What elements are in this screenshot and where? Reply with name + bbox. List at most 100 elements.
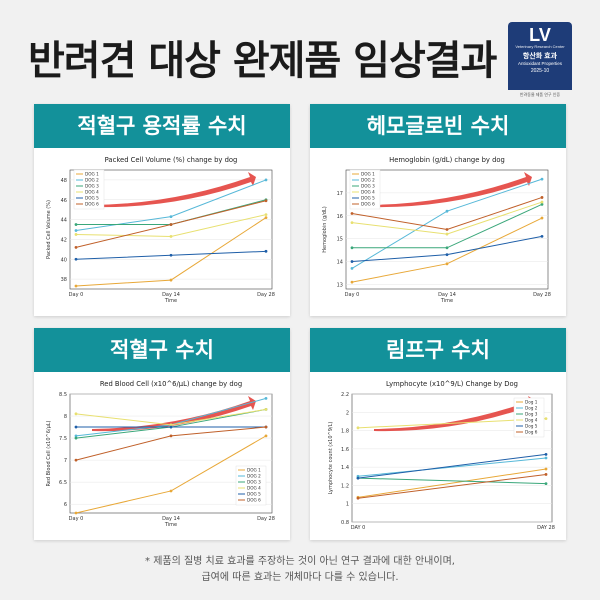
legend-label: DOG 2: [247, 474, 261, 479]
series-line-6: [357, 473, 547, 499]
y-tick-label: 8: [64, 414, 67, 420]
data-point: [356, 476, 360, 480]
data-point: [74, 229, 78, 232]
data-point: [264, 397, 268, 400]
x-tick-label: Day 0: [69, 292, 84, 298]
data-point: [74, 425, 78, 429]
page-title: 반려견 대상 완제품 임상결과: [28, 38, 497, 84]
y-tick-label: 13: [337, 282, 343, 288]
data-point: [74, 434, 78, 438]
data-point: [445, 253, 449, 257]
chart-title: Hemoglobin (g/dL) change by dog: [389, 156, 505, 164]
data-point: [356, 496, 360, 500]
data-point: [540, 177, 544, 181]
data-point: [74, 245, 78, 249]
data-point: [356, 426, 360, 430]
panel-title: 적혈구 용적률 수치: [34, 104, 290, 148]
legend-label: DOG 4: [85, 190, 99, 195]
data-point: [169, 235, 173, 238]
y-tick-label: 16: [337, 214, 343, 220]
data-point: [445, 228, 449, 231]
y-tick-label: 1.6: [341, 447, 349, 453]
data-point: [169, 278, 173, 282]
data-point: [540, 200, 544, 204]
data-point: [74, 436, 78, 440]
lymphocyte-chart: Lymphocyte (x10^9/L) Change by Dog 0.8 1 1.…: [328, 380, 555, 531]
data-point: [74, 223, 78, 226]
y-axis-label: Hemoglobin (g/dL): [322, 206, 328, 252]
data-point: [544, 456, 548, 460]
y-tick-label: 38: [61, 277, 67, 283]
legend-box: [513, 397, 545, 438]
panel-title: 림프구 수치: [310, 328, 566, 372]
footnote-line: 급여에 따른 효과는 개체마다 다를 수 있습니다.: [201, 572, 399, 583]
badge-year: 2025-10: [530, 68, 550, 74]
y-tick-label: 14: [337, 260, 343, 266]
data-point: [540, 202, 544, 206]
y-tick-label: 2: [346, 410, 349, 416]
x-tick-label: Day 28: [533, 292, 551, 298]
trend-arrow: [374, 396, 536, 432]
data-point: [544, 417, 548, 421]
legend-box: [349, 169, 381, 210]
data-point: [264, 178, 268, 182]
series-line-5: [357, 453, 547, 479]
legend-label: DOG 6: [247, 498, 261, 503]
data-point: [74, 412, 78, 416]
legend-label: DOG 3: [85, 184, 99, 189]
legend-label: DOG 5: [361, 196, 375, 201]
y-tick-label: 15: [337, 237, 343, 243]
data-point: [169, 223, 173, 226]
pcv-chart: Packed Cell Volume (%) change by dog 38 40…: [46, 156, 275, 304]
legend-label: DOG 2: [85, 178, 99, 183]
chart-title: Lymphocyte (x10^9/L) Change by Dog: [386, 380, 518, 388]
data-point: [74, 233, 78, 236]
legend-label: DOG 6: [361, 202, 375, 207]
legend-label: DOG 5: [85, 196, 99, 201]
x-tick-label: Day 0: [345, 292, 360, 298]
x-axis-label: Time: [164, 298, 177, 304]
badge-footer: 반려동물 제품 연구 인증: [508, 90, 572, 100]
rbc-chart: Red Blood Cell (x10^6/μL) change by dog 6…: [46, 380, 275, 528]
y-tick-label: 17: [337, 191, 343, 197]
data-point: [74, 511, 78, 515]
trend-arrow: [92, 172, 256, 208]
data-point: [169, 423, 173, 427]
chart-title: Red Blood Cell (x10^6/μL) change by dog: [100, 380, 242, 388]
legend-label: DOG 1: [85, 172, 99, 177]
x-axis-label: Time: [440, 298, 453, 304]
data-point: [544, 473, 548, 476]
y-tick-label: 46: [61, 198, 67, 204]
trend-arrow: [368, 172, 532, 208]
x-tick-label: Day 28: [257, 292, 275, 298]
badge-subtitle: Antioxidant Properties: [517, 61, 563, 66]
x-tick-label: Day 14: [438, 292, 456, 298]
legend-label: DOG 5: [247, 492, 261, 497]
y-tick-label: 2.2: [341, 392, 349, 398]
data-point: [540, 196, 544, 199]
plot-frame: [345, 169, 549, 290]
plot-frame: [69, 169, 273, 290]
series-line-1: [357, 468, 547, 498]
y-tick-label: 7: [64, 458, 67, 464]
data-point: [74, 257, 78, 261]
panel-lymphocyte: 림프구 수치 Lymphocyte (x10^9/L) Change by Do…: [310, 328, 566, 540]
data-point: [540, 234, 544, 238]
legend-box: [235, 465, 267, 506]
data-point: [350, 212, 354, 215]
badge-logo: LV: [529, 25, 551, 45]
y-tick-label: 8.5: [59, 392, 67, 398]
data-point: [264, 434, 268, 438]
legend-label: Dog 1: [525, 400, 538, 405]
data-point: [169, 425, 173, 429]
series-line-6: [351, 196, 543, 231]
legend-label: DOG 4: [361, 190, 375, 195]
data-point: [350, 267, 354, 270]
data-point: [169, 253, 173, 257]
x-tick-label: DAY 0: [351, 525, 366, 531]
legend-label: Dog 6: [525, 430, 538, 435]
data-point: [264, 216, 268, 219]
y-tick-label: 1.2: [341, 483, 349, 489]
data-point: [445, 246, 449, 250]
badge-org: Veterinary Research Center: [515, 44, 565, 49]
